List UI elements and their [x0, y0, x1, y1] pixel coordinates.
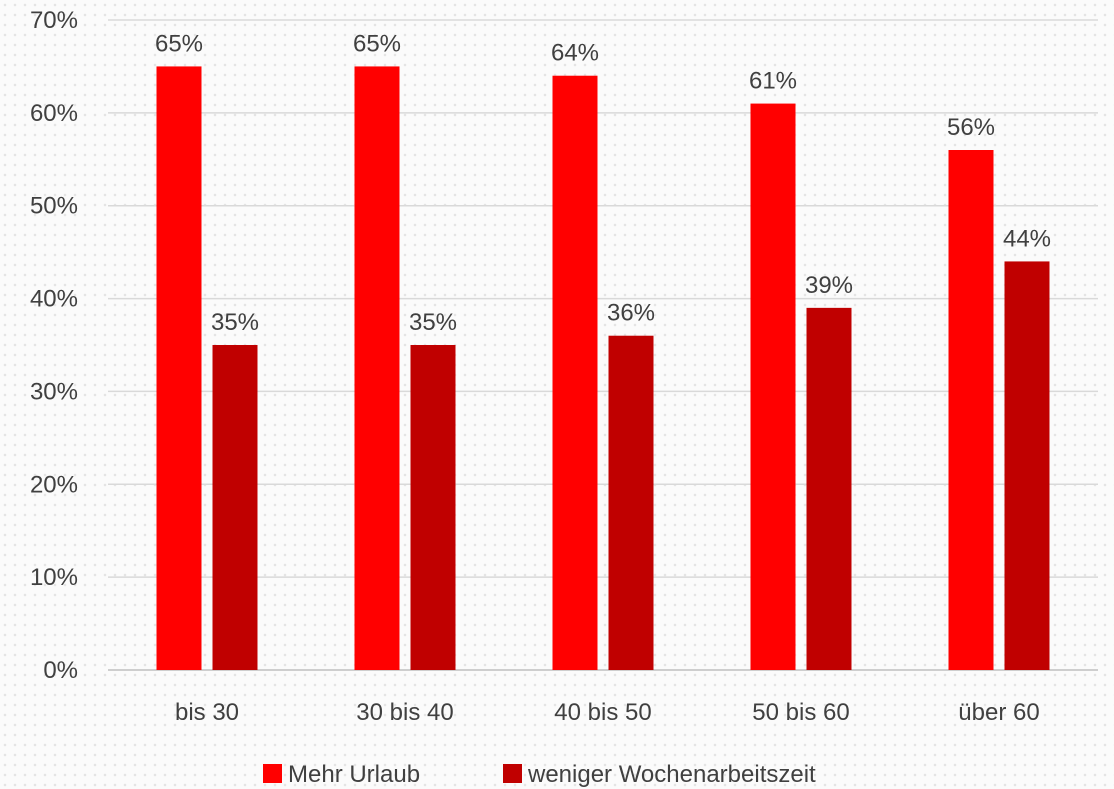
bar: [410, 345, 456, 670]
legend: Mehr Urlaub weniger Wochenarbeitszeit: [263, 761, 816, 788]
y-tick-label: 30%: [30, 378, 78, 405]
x-axis-category-labels: bis 30 30 bis 40 40 bis 50 50 bis 60 über 60: [175, 699, 1040, 726]
legend-swatch: [263, 764, 282, 783]
y-tick-label: 70%: [30, 7, 78, 34]
bars: [156, 66, 1050, 671]
x-tick-label: 30 bis 40: [356, 699, 453, 726]
bar: [156, 66, 202, 670]
data-label: 35%: [211, 309, 259, 336]
data-label: 36%: [607, 300, 655, 327]
data-label: 39%: [805, 272, 853, 299]
data-label: 56%: [947, 114, 995, 141]
bar: [354, 66, 400, 670]
data-label: 65%: [353, 30, 401, 57]
bar: [552, 75, 598, 670]
y-tick-label: 40%: [30, 286, 78, 313]
data-label: 35%: [409, 309, 457, 336]
y-axis-tick-labels: 0% 10% 20% 30% 40% 50% 60% 70%: [30, 7, 78, 684]
data-label: 44%: [1003, 225, 1051, 252]
legend-swatch: [503, 764, 522, 783]
x-tick-label: 40 bis 50: [554, 699, 651, 726]
gridlines: [108, 19, 1098, 671]
legend-label: weniger Wochenarbeitszeit: [527, 761, 816, 788]
y-tick-label: 0%: [43, 657, 78, 684]
bar: [806, 307, 852, 670]
bar: [1004, 261, 1050, 670]
data-labels: 65% 35% 65% 35% 64% 36% 61% 39% 56% 44%: [155, 30, 1051, 336]
bar: [608, 335, 654, 670]
x-tick-label: 50 bis 60: [752, 699, 849, 726]
data-label: 65%: [155, 30, 203, 57]
x-tick-label: über 60: [958, 699, 1039, 726]
legend-label: Mehr Urlaub: [288, 761, 420, 788]
y-tick-label: 20%: [30, 471, 78, 498]
bar: [948, 150, 994, 670]
x-tick-label: bis 30: [175, 699, 239, 726]
y-tick-label: 50%: [30, 193, 78, 220]
data-label: 64%: [551, 40, 599, 67]
bar: [750, 103, 796, 671]
y-tick-label: 10%: [30, 564, 78, 591]
data-label: 61%: [749, 68, 797, 95]
bar: [212, 345, 258, 670]
y-tick-label: 60%: [30, 100, 78, 127]
